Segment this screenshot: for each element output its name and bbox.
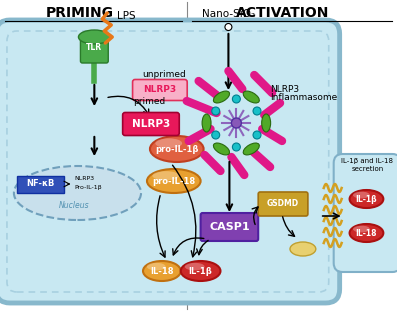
Circle shape — [253, 107, 261, 115]
Ellipse shape — [152, 171, 179, 180]
Ellipse shape — [243, 143, 259, 155]
Ellipse shape — [147, 169, 201, 193]
FancyBboxPatch shape — [17, 175, 64, 193]
Text: IL-18: IL-18 — [356, 229, 377, 238]
Ellipse shape — [243, 91, 259, 103]
Text: pro-IL-1β: pro-IL-1β — [155, 145, 198, 154]
Text: NF-κB: NF-κB — [26, 179, 55, 188]
Ellipse shape — [185, 263, 204, 270]
FancyBboxPatch shape — [334, 154, 400, 272]
Text: NLRP3: NLRP3 — [132, 119, 170, 129]
Ellipse shape — [147, 263, 166, 270]
Text: Inflammasome: Inflammasome — [270, 94, 337, 103]
Ellipse shape — [143, 261, 181, 281]
Text: TLR: TLR — [86, 44, 102, 53]
FancyBboxPatch shape — [132, 80, 187, 100]
Text: NLRP3: NLRP3 — [143, 86, 176, 95]
Ellipse shape — [181, 261, 220, 281]
Ellipse shape — [290, 242, 316, 256]
FancyBboxPatch shape — [123, 113, 179, 136]
Ellipse shape — [150, 136, 204, 162]
Ellipse shape — [353, 225, 370, 232]
Ellipse shape — [202, 114, 211, 132]
Text: IL-1β and IL-18: IL-1β and IL-18 — [342, 158, 394, 164]
Circle shape — [212, 131, 220, 139]
Text: Nano-SiO₂: Nano-SiO₂ — [202, 9, 255, 19]
Circle shape — [225, 24, 232, 30]
Ellipse shape — [262, 114, 271, 132]
Text: IL-1β: IL-1β — [356, 194, 377, 203]
Text: secretion: secretion — [351, 166, 384, 172]
Text: NLRP3: NLRP3 — [74, 175, 95, 180]
Text: NLRP3: NLRP3 — [270, 85, 299, 94]
Text: unprimed: unprimed — [142, 70, 186, 79]
Text: Nucleus: Nucleus — [59, 201, 90, 210]
Circle shape — [212, 107, 220, 115]
Text: Pro-IL-1β: Pro-IL-1β — [74, 184, 102, 189]
FancyBboxPatch shape — [0, 20, 340, 303]
Text: primed: primed — [133, 97, 165, 106]
FancyBboxPatch shape — [201, 213, 258, 241]
Ellipse shape — [350, 190, 383, 208]
Ellipse shape — [214, 91, 230, 103]
Ellipse shape — [155, 138, 182, 148]
Ellipse shape — [78, 30, 110, 44]
Text: GSDMD: GSDMD — [267, 199, 299, 208]
Ellipse shape — [353, 192, 370, 198]
Text: pro-IL-18: pro-IL-18 — [152, 177, 195, 185]
Text: IL-1β: IL-1β — [189, 267, 212, 276]
Circle shape — [232, 143, 240, 151]
Ellipse shape — [14, 166, 141, 220]
Circle shape — [253, 131, 261, 139]
Circle shape — [232, 95, 240, 103]
Text: PRIMING: PRIMING — [46, 6, 114, 20]
Ellipse shape — [214, 143, 230, 155]
FancyBboxPatch shape — [258, 192, 308, 216]
Text: LPS: LPS — [117, 11, 136, 21]
FancyBboxPatch shape — [80, 35, 108, 63]
Ellipse shape — [350, 224, 383, 242]
Circle shape — [231, 118, 241, 128]
Text: CASP1: CASP1 — [209, 222, 250, 232]
Text: IL-18: IL-18 — [150, 267, 174, 276]
Text: ACTIVATION: ACTIVATION — [236, 6, 330, 20]
